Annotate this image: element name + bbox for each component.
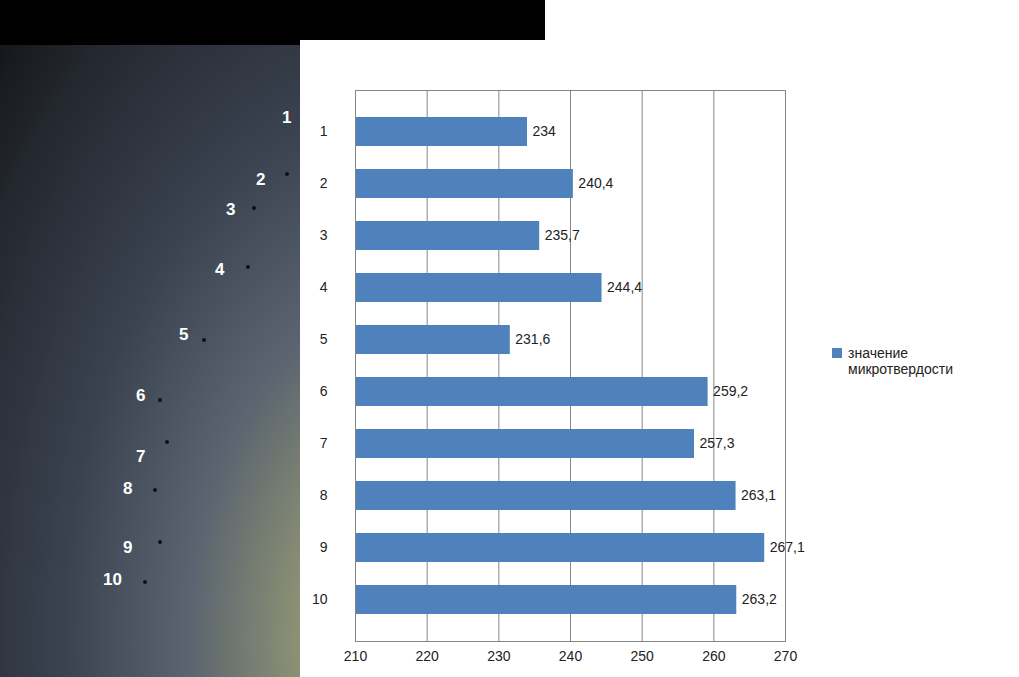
html-text:9: 9 bbox=[123, 538, 133, 557]
html-text:1: 1 bbox=[282, 108, 292, 127]
svg-text:230: 230 bbox=[487, 648, 511, 664]
html-text:значение микротвердости: значение микротвердости bbox=[848, 345, 953, 377]
html-text:10: 10 bbox=[103, 570, 122, 589]
html-text:8: 8 bbox=[123, 479, 133, 498]
svg-text:259,2: 259,2 bbox=[713, 383, 748, 399]
svg-text:8: 8 bbox=[320, 487, 328, 503]
svg-text:5: 5 bbox=[320, 331, 328, 347]
svg-text:2: 2 bbox=[320, 175, 328, 191]
svg-text:240,4: 240,4 bbox=[578, 175, 613, 191]
svg-text:267,1: 267,1 bbox=[770, 539, 805, 555]
svg-text:3: 3 bbox=[320, 227, 328, 243]
html-text:5: 5 bbox=[179, 325, 189, 344]
svg-text:10: 10 bbox=[312, 591, 328, 607]
svg-text:263,1: 263,1 bbox=[741, 487, 776, 503]
svg-text:250: 250 bbox=[630, 648, 654, 664]
svg-text:1: 1 bbox=[320, 123, 328, 139]
html-text:3: 3 bbox=[226, 200, 236, 219]
svg-text:260: 260 bbox=[702, 648, 726, 664]
svg-text:4: 4 bbox=[320, 279, 328, 295]
html-text:7: 7 bbox=[136, 447, 146, 466]
svg-text:7: 7 bbox=[320, 435, 328, 451]
svg-text:6: 6 bbox=[320, 383, 328, 399]
svg-text:240: 240 bbox=[559, 648, 583, 664]
svg-text:235,7: 235,7 bbox=[545, 227, 580, 243]
html-text:2: 2 bbox=[256, 170, 266, 189]
svg-text:270: 270 bbox=[774, 648, 798, 664]
svg-text:263,2: 263,2 bbox=[742, 591, 777, 607]
svg-text:220: 220 bbox=[415, 648, 439, 664]
html-text:4: 4 bbox=[215, 260, 225, 279]
svg-text:234: 234 bbox=[533, 123, 557, 139]
svg-text:257,3: 257,3 bbox=[699, 435, 734, 451]
svg-text:210: 210 bbox=[344, 648, 368, 664]
svg-text:9: 9 bbox=[320, 539, 328, 555]
svg-text:231,6: 231,6 bbox=[515, 331, 550, 347]
svg-text:244,4: 244,4 bbox=[607, 279, 642, 295]
html-text:6: 6 bbox=[136, 386, 146, 405]
